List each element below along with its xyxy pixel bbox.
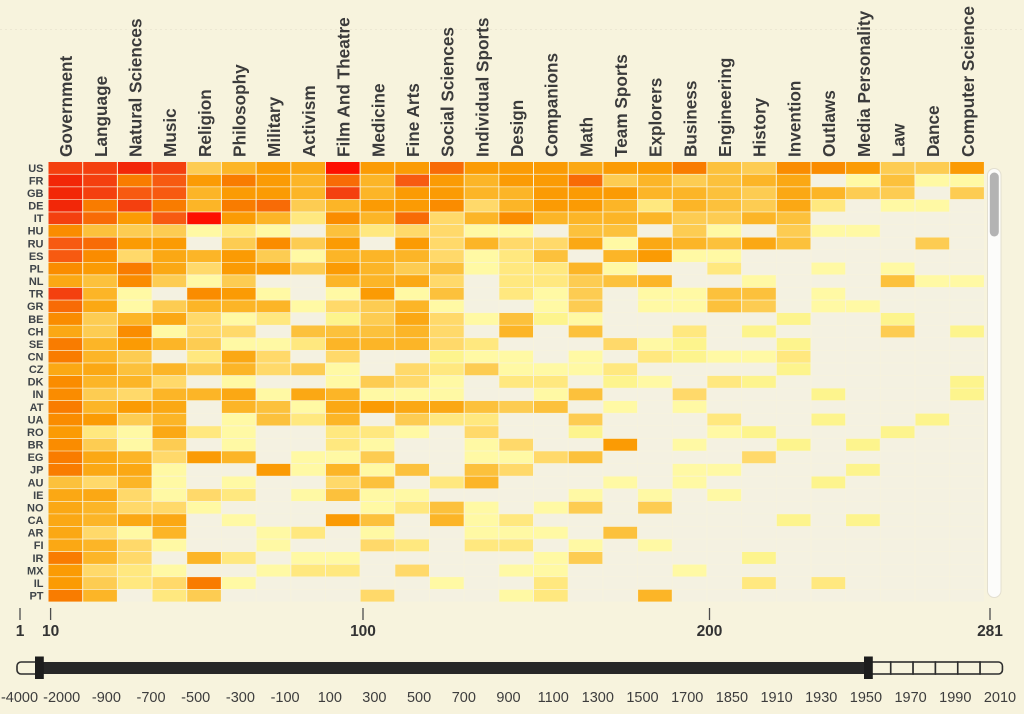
svg-text:10: 10 xyxy=(42,623,59,640)
svg-text:Business: Business xyxy=(680,81,700,157)
svg-text:US: US xyxy=(28,163,43,175)
svg-text:DK: DK xyxy=(28,377,44,389)
svg-text:Team Sports: Team Sports xyxy=(611,54,631,157)
svg-text:1700: 1700 xyxy=(671,690,703,706)
svg-text:CH: CH xyxy=(28,326,44,338)
svg-text:Dance: Dance xyxy=(923,105,943,157)
svg-text:1930: 1930 xyxy=(805,690,837,706)
svg-text:1500: 1500 xyxy=(626,690,658,706)
svg-text:FI: FI xyxy=(34,540,44,552)
svg-text:TR: TR xyxy=(29,289,44,301)
svg-text:-500: -500 xyxy=(181,690,210,706)
svg-text:Philosophy: Philosophy xyxy=(230,64,250,157)
svg-text:-4000: -4000 xyxy=(1,690,38,706)
svg-text:CZ: CZ xyxy=(29,364,44,376)
svg-text:500: 500 xyxy=(407,690,431,706)
svg-text:100: 100 xyxy=(318,690,342,706)
svg-text:Natural Sciences: Natural Sciences xyxy=(126,18,146,157)
svg-text:JP: JP xyxy=(30,465,43,477)
svg-text:CN: CN xyxy=(28,352,44,364)
svg-text:1100: 1100 xyxy=(538,690,569,706)
svg-text:Music: Music xyxy=(160,108,180,157)
svg-text:GR: GR xyxy=(27,301,44,313)
svg-text:-100: -100 xyxy=(271,690,300,706)
svg-text:Military: Military xyxy=(264,96,284,157)
svg-text:UA: UA xyxy=(28,414,44,426)
svg-text:AT: AT xyxy=(30,402,44,414)
svg-text:IT: IT xyxy=(34,213,44,225)
svg-text:BR: BR xyxy=(28,440,44,452)
svg-text:BE: BE xyxy=(28,314,43,326)
svg-text:RU: RU xyxy=(28,238,44,250)
svg-text:HU: HU xyxy=(28,226,44,238)
svg-text:1990: 1990 xyxy=(939,690,971,706)
svg-text:1950: 1950 xyxy=(850,690,882,706)
svg-text:900: 900 xyxy=(496,690,520,706)
svg-text:GB: GB xyxy=(27,188,44,200)
svg-text:300: 300 xyxy=(362,690,386,706)
svg-text:ES: ES xyxy=(29,251,44,263)
svg-text:NO: NO xyxy=(27,503,44,515)
svg-text:Invention: Invention xyxy=(784,81,804,157)
svg-text:History: History xyxy=(750,97,770,157)
svg-text:-900: -900 xyxy=(92,690,121,706)
svg-text:281: 281 xyxy=(977,623,1003,640)
svg-text:PL: PL xyxy=(29,263,43,275)
svg-text:1: 1 xyxy=(16,623,25,640)
svg-text:Engineering: Engineering xyxy=(715,58,735,157)
svg-text:Film And Theatre: Film And Theatre xyxy=(334,17,354,157)
svg-text:-700: -700 xyxy=(136,690,165,706)
svg-text:2010: 2010 xyxy=(984,690,1016,706)
svg-text:AU: AU xyxy=(28,477,44,489)
svg-text:Medicine: Medicine xyxy=(368,83,388,157)
svg-text:Math: Math xyxy=(576,117,596,157)
svg-text:FR: FR xyxy=(29,175,44,187)
svg-text:NL: NL xyxy=(29,276,44,288)
svg-text:Law: Law xyxy=(889,123,909,157)
svg-text:1850: 1850 xyxy=(716,690,748,706)
svg-text:CA: CA xyxy=(28,515,44,527)
svg-text:-300: -300 xyxy=(226,690,255,706)
svg-text:Outlaws: Outlaws xyxy=(819,90,839,157)
svg-text:MX: MX xyxy=(27,565,44,577)
svg-text:PT: PT xyxy=(29,591,43,603)
svg-text:Activism: Activism xyxy=(299,85,319,157)
svg-text:Individual Sports: Individual Sports xyxy=(472,18,492,157)
svg-text:Explorers: Explorers xyxy=(646,78,666,157)
svg-text:Design: Design xyxy=(507,100,527,157)
svg-text:200: 200 xyxy=(697,623,723,640)
svg-text:-2000: -2000 xyxy=(43,690,80,706)
svg-text:IE: IE xyxy=(33,490,43,502)
svg-text:Media Personality: Media Personality xyxy=(854,10,874,157)
svg-text:1970: 1970 xyxy=(894,690,926,706)
svg-text:Religion: Religion xyxy=(195,89,215,157)
svg-text:SE: SE xyxy=(29,339,44,351)
svg-text:IN: IN xyxy=(33,389,44,401)
svg-text:Companions: Companions xyxy=(542,53,562,157)
svg-text:Government: Government xyxy=(56,55,76,157)
svg-text:DE: DE xyxy=(28,201,43,213)
svg-text:Computer Science: Computer Science xyxy=(958,6,978,157)
svg-text:1300: 1300 xyxy=(582,690,614,706)
svg-text:700: 700 xyxy=(452,690,476,706)
svg-text:IR: IR xyxy=(33,553,44,565)
svg-text:100: 100 xyxy=(350,623,376,640)
svg-text:Language: Language xyxy=(91,76,111,157)
svg-text:1910: 1910 xyxy=(760,690,792,706)
svg-text:EG: EG xyxy=(28,452,44,464)
svg-text:Social Sciences: Social Sciences xyxy=(438,27,458,157)
svg-text:Fine Arts: Fine Arts xyxy=(403,83,423,157)
svg-text:AR: AR xyxy=(28,528,44,540)
svg-text:IL: IL xyxy=(34,578,44,590)
svg-text:RO: RO xyxy=(27,427,44,439)
